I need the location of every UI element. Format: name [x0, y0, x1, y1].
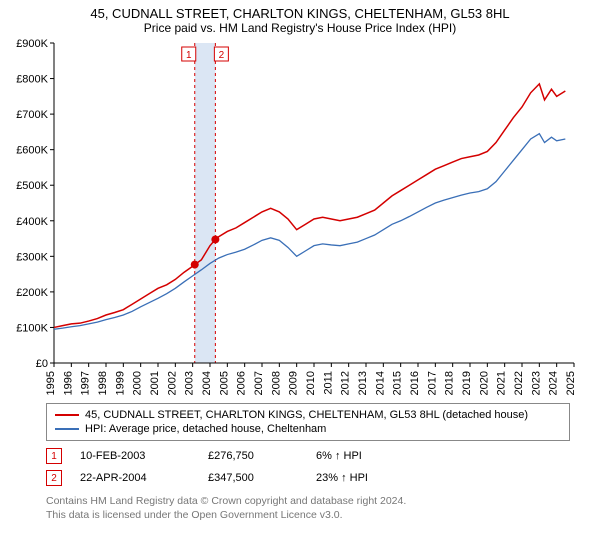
svg-text:2: 2 [219, 50, 225, 61]
svg-text:2015: 2015 [392, 371, 404, 395]
svg-text:2011: 2011 [322, 371, 334, 395]
title-line1: 45, CUDNALL STREET, CHARLTON KINGS, CHEL… [0, 6, 600, 21]
svg-text:2017: 2017 [426, 371, 438, 395]
marker-price: £347,500 [208, 472, 298, 484]
price-chart: £0 £100K £200K £300K £400K £500K £600K £700K £80… [0, 37, 600, 397]
svg-text:2001: 2001 [149, 371, 161, 395]
svg-text:2019: 2019 [461, 371, 473, 395]
svg-text:2024: 2024 [548, 371, 560, 395]
svg-text:2003: 2003 [184, 371, 196, 395]
svg-text:2004: 2004 [201, 371, 213, 395]
legend-label: 45, CUDNALL STREET, CHARLTON KINGS, CHEL… [85, 409, 528, 421]
marker-pct: 23% ↑ HPI [316, 472, 406, 484]
footnote: Contains HM Land Registry data © Crown c… [46, 495, 570, 522]
marker-pct: 6% ↑ HPI [316, 450, 406, 462]
svg-text:2013: 2013 [357, 371, 369, 395]
svg-text:£100K: £100K [16, 322, 48, 334]
svg-text:1998: 1998 [97, 371, 109, 395]
legend-item: HPI: Average price, detached house, Chel… [55, 422, 561, 436]
footnote-line2: This data is licensed under the Open Gov… [46, 509, 570, 523]
svg-text:2005: 2005 [218, 371, 230, 395]
legend-swatch [55, 428, 79, 430]
svg-text:£800K: £800K [16, 74, 48, 86]
legend: 45, CUDNALL STREET, CHARLTON KINGS, CHEL… [46, 403, 570, 441]
sale-marker-row: 1 10-FEB-2003 £276,750 6% ↑ HPI [46, 445, 570, 467]
svg-text:2009: 2009 [288, 371, 300, 395]
svg-text:1: 1 [186, 50, 192, 61]
svg-text:1995: 1995 [45, 371, 57, 395]
svg-text:2023: 2023 [530, 371, 542, 395]
marker-date: 22-APR-2004 [80, 472, 190, 484]
svg-text:2006: 2006 [236, 371, 248, 395]
svg-text:1996: 1996 [62, 371, 74, 395]
svg-text:2014: 2014 [374, 371, 386, 395]
svg-text:1997: 1997 [80, 371, 92, 395]
svg-text:2010: 2010 [305, 371, 317, 395]
svg-text:2018: 2018 [444, 371, 456, 395]
svg-text:£900K: £900K [16, 38, 48, 50]
svg-text:2008: 2008 [270, 371, 282, 395]
svg-text:£600K: £600K [16, 145, 48, 157]
marker-badge: 1 [46, 448, 62, 464]
svg-text:£300K: £300K [16, 251, 48, 263]
title-line2: Price paid vs. HM Land Registry's House … [0, 21, 600, 35]
svg-text:£200K: £200K [16, 287, 48, 299]
svg-text:2021: 2021 [496, 371, 508, 395]
svg-text:£700K: £700K [16, 109, 48, 121]
svg-text:1999: 1999 [114, 371, 126, 395]
svg-text:2012: 2012 [340, 371, 352, 395]
marker-price: £276,750 [208, 450, 298, 462]
svg-text:2007: 2007 [253, 371, 265, 395]
marker-badge: 2 [46, 470, 62, 486]
svg-text:£400K: £400K [16, 216, 48, 228]
svg-text:2016: 2016 [409, 371, 421, 395]
svg-text:£0: £0 [36, 358, 48, 370]
legend-item: 45, CUDNALL STREET, CHARLTON KINGS, CHEL… [55, 408, 561, 422]
sale-markers-table: 1 10-FEB-2003 £276,750 6% ↑ HPI 2 22-APR-2004… [46, 445, 570, 489]
legend-label: HPI: Average price, detached house, Chel… [85, 423, 326, 435]
sale-marker-row: 2 22-APR-2004 £347,500 23% ↑ HPI [46, 467, 570, 489]
svg-text:2000: 2000 [132, 371, 144, 395]
svg-text:2020: 2020 [478, 371, 490, 395]
svg-text:2025: 2025 [565, 371, 577, 395]
svg-text:2022: 2022 [513, 371, 525, 395]
footnote-line1: Contains HM Land Registry data © Crown c… [46, 495, 570, 509]
marker-date: 10-FEB-2003 [80, 450, 190, 462]
legend-swatch [55, 414, 79, 416]
chart-title: 45, CUDNALL STREET, CHARLTON KINGS, CHEL… [0, 0, 600, 37]
svg-text:£500K: £500K [16, 180, 48, 192]
svg-text:2002: 2002 [166, 371, 178, 395]
